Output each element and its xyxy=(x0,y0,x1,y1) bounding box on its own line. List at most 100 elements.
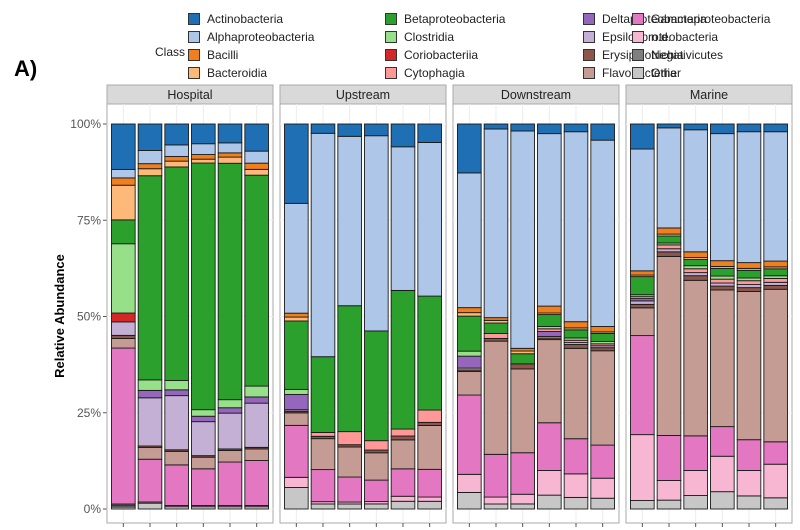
bar-segment-cytophagia xyxy=(683,268,708,274)
bar-segment-other xyxy=(590,497,615,510)
bar-stack xyxy=(417,123,442,510)
bar-segment-alphaproteobacteria xyxy=(337,135,362,307)
bar-segment-flavobacteriia xyxy=(310,438,336,471)
legend-swatch xyxy=(583,49,595,61)
bar-segment-n-d xyxy=(710,455,735,493)
bar-segment-alphaproteobacteria xyxy=(164,144,189,157)
bar-segment-gammaproteobacteria xyxy=(457,394,482,475)
bar-segment-alphaproteobacteria xyxy=(457,172,482,309)
bar-segment-n-d xyxy=(390,495,416,502)
legend-item: Bacilli xyxy=(188,47,238,63)
legend-swatch xyxy=(632,67,644,79)
bar-segment-clostridia xyxy=(137,379,163,391)
bar-segment-clostridia xyxy=(217,399,243,409)
bar-segment-bacilli xyxy=(763,260,788,268)
bar-segment-alphaproteobacteria xyxy=(191,143,216,155)
bar-segment-actinobacteria xyxy=(244,123,269,152)
facet-panel-downstream: Downstream xyxy=(452,84,620,527)
bar-segment-flavobacteriia xyxy=(457,371,482,396)
bar-segment-alphaproteobacteria xyxy=(656,127,682,229)
bar-segment-flavobacteriia xyxy=(483,340,509,455)
bar-segment-clostridia xyxy=(710,275,735,280)
bar-stack xyxy=(510,123,535,510)
legend-item: Bacteroidia xyxy=(188,65,267,81)
bar-segment-bacilli xyxy=(656,227,682,235)
bar-segment-epsilonproteobacteria xyxy=(191,421,216,457)
bar-segment-other xyxy=(537,494,562,510)
bar-segment-betaproteobacteria xyxy=(483,322,509,334)
bar-segment-flavobacteriia xyxy=(763,288,788,443)
legend-swatch xyxy=(583,13,595,25)
bar-segment-bacteroidia xyxy=(137,168,163,177)
bar-segment-clostridia xyxy=(244,385,269,398)
bar-segment-flavobacteriia xyxy=(630,307,655,337)
bar-segment-bacilli xyxy=(137,163,163,170)
bar-segment-betaproteobacteria xyxy=(457,315,482,352)
bar-segment-alphaproteobacteria xyxy=(563,131,589,323)
bar-segment-cytophagia xyxy=(656,244,682,250)
bar-segment-erysipelotrichia xyxy=(656,251,682,257)
bar-segment-actinobacteria xyxy=(563,123,589,133)
bar-segment-betaproteobacteria xyxy=(683,259,708,267)
bar-segment-bacilli xyxy=(710,260,735,267)
bar-stack xyxy=(537,123,562,510)
bar-segment-alphaproteobacteria xyxy=(483,128,509,319)
bar-segment-gammaproteobacteria xyxy=(217,461,243,506)
legend-label: Negativicutes xyxy=(651,48,724,62)
bar-segment-other xyxy=(710,491,735,510)
bar-segment-actinobacteria xyxy=(590,123,615,141)
bar-segment-cytophagia xyxy=(763,278,788,283)
bar-segment-deltaproteobacteria xyxy=(284,394,309,411)
bar-segment-bacilli xyxy=(537,305,562,314)
bar-segment-gammaproteobacteria xyxy=(736,439,762,471)
bar-segment-alphaproteobacteria xyxy=(417,142,442,297)
bar-segment-clostridia xyxy=(284,388,309,395)
facet-strip-label: Hospital xyxy=(167,88,212,102)
bar-segment-actinobacteria xyxy=(217,123,243,144)
bar-segment-bacteroidia xyxy=(191,158,216,164)
bar-segment-coriobacteriia xyxy=(111,312,136,323)
legend-item: Negativicutes xyxy=(632,47,723,63)
bar-segment-actinobacteria xyxy=(630,123,655,150)
bar-segment-n-d xyxy=(417,496,442,502)
bar-segment-bacteroidia xyxy=(457,312,482,317)
bar-segment-n-d xyxy=(630,434,655,501)
bar-segment-actinobacteria xyxy=(457,123,482,174)
bar-segment-actinobacteria xyxy=(417,123,442,143)
bar-segment-n-d xyxy=(510,493,535,505)
bar-segment-actinobacteria xyxy=(710,123,735,135)
legend-swatch xyxy=(188,49,200,61)
bar-segment-epsilonproteobacteria xyxy=(217,412,243,450)
bar-segment-bacilli xyxy=(736,262,762,269)
bar-segment-other xyxy=(310,503,336,510)
facet-strip xyxy=(106,84,274,105)
bar-segment-actinobacteria xyxy=(284,123,309,204)
bar-segment-other xyxy=(656,499,682,510)
legend-swatch xyxy=(583,31,595,43)
bar-stack xyxy=(656,123,682,510)
bar-segment-bacilli xyxy=(244,162,269,170)
bar-segment-betaproteobacteria xyxy=(111,219,136,245)
facet-strip-label: Marine xyxy=(690,88,728,102)
bar-segment-other xyxy=(457,491,482,510)
bar-stack xyxy=(710,123,735,510)
bar-segment-gammaproteobacteria xyxy=(683,435,708,471)
bar-segment-bacilli xyxy=(630,270,655,276)
bar-segment-gammaproteobacteria xyxy=(244,460,269,506)
bar-segment-bacteroidia xyxy=(164,160,189,168)
bar-stack xyxy=(630,123,655,510)
legend-item: Alphaproteobacteria xyxy=(188,29,314,45)
bar-segment-betaproteobacteria xyxy=(537,314,562,327)
bar-segment-other xyxy=(337,503,362,510)
bar-segment-betaproteobacteria xyxy=(164,166,189,381)
bar-segment-erysipelotrichia xyxy=(111,334,136,339)
bar-segment-bacilli xyxy=(563,321,589,329)
bar-segment-actinobacteria xyxy=(483,123,509,130)
bar-segment-flavobacteriia xyxy=(736,291,762,441)
legend-swatch xyxy=(188,67,200,79)
facet-panel-hospital: Hospital xyxy=(106,84,274,527)
bar-segment-actinobacteria xyxy=(656,123,682,129)
bar-segment-flavobacteriia xyxy=(111,337,136,349)
legend-swatch xyxy=(385,49,397,61)
bar-segment-epsilonproteobacteria xyxy=(710,282,735,287)
